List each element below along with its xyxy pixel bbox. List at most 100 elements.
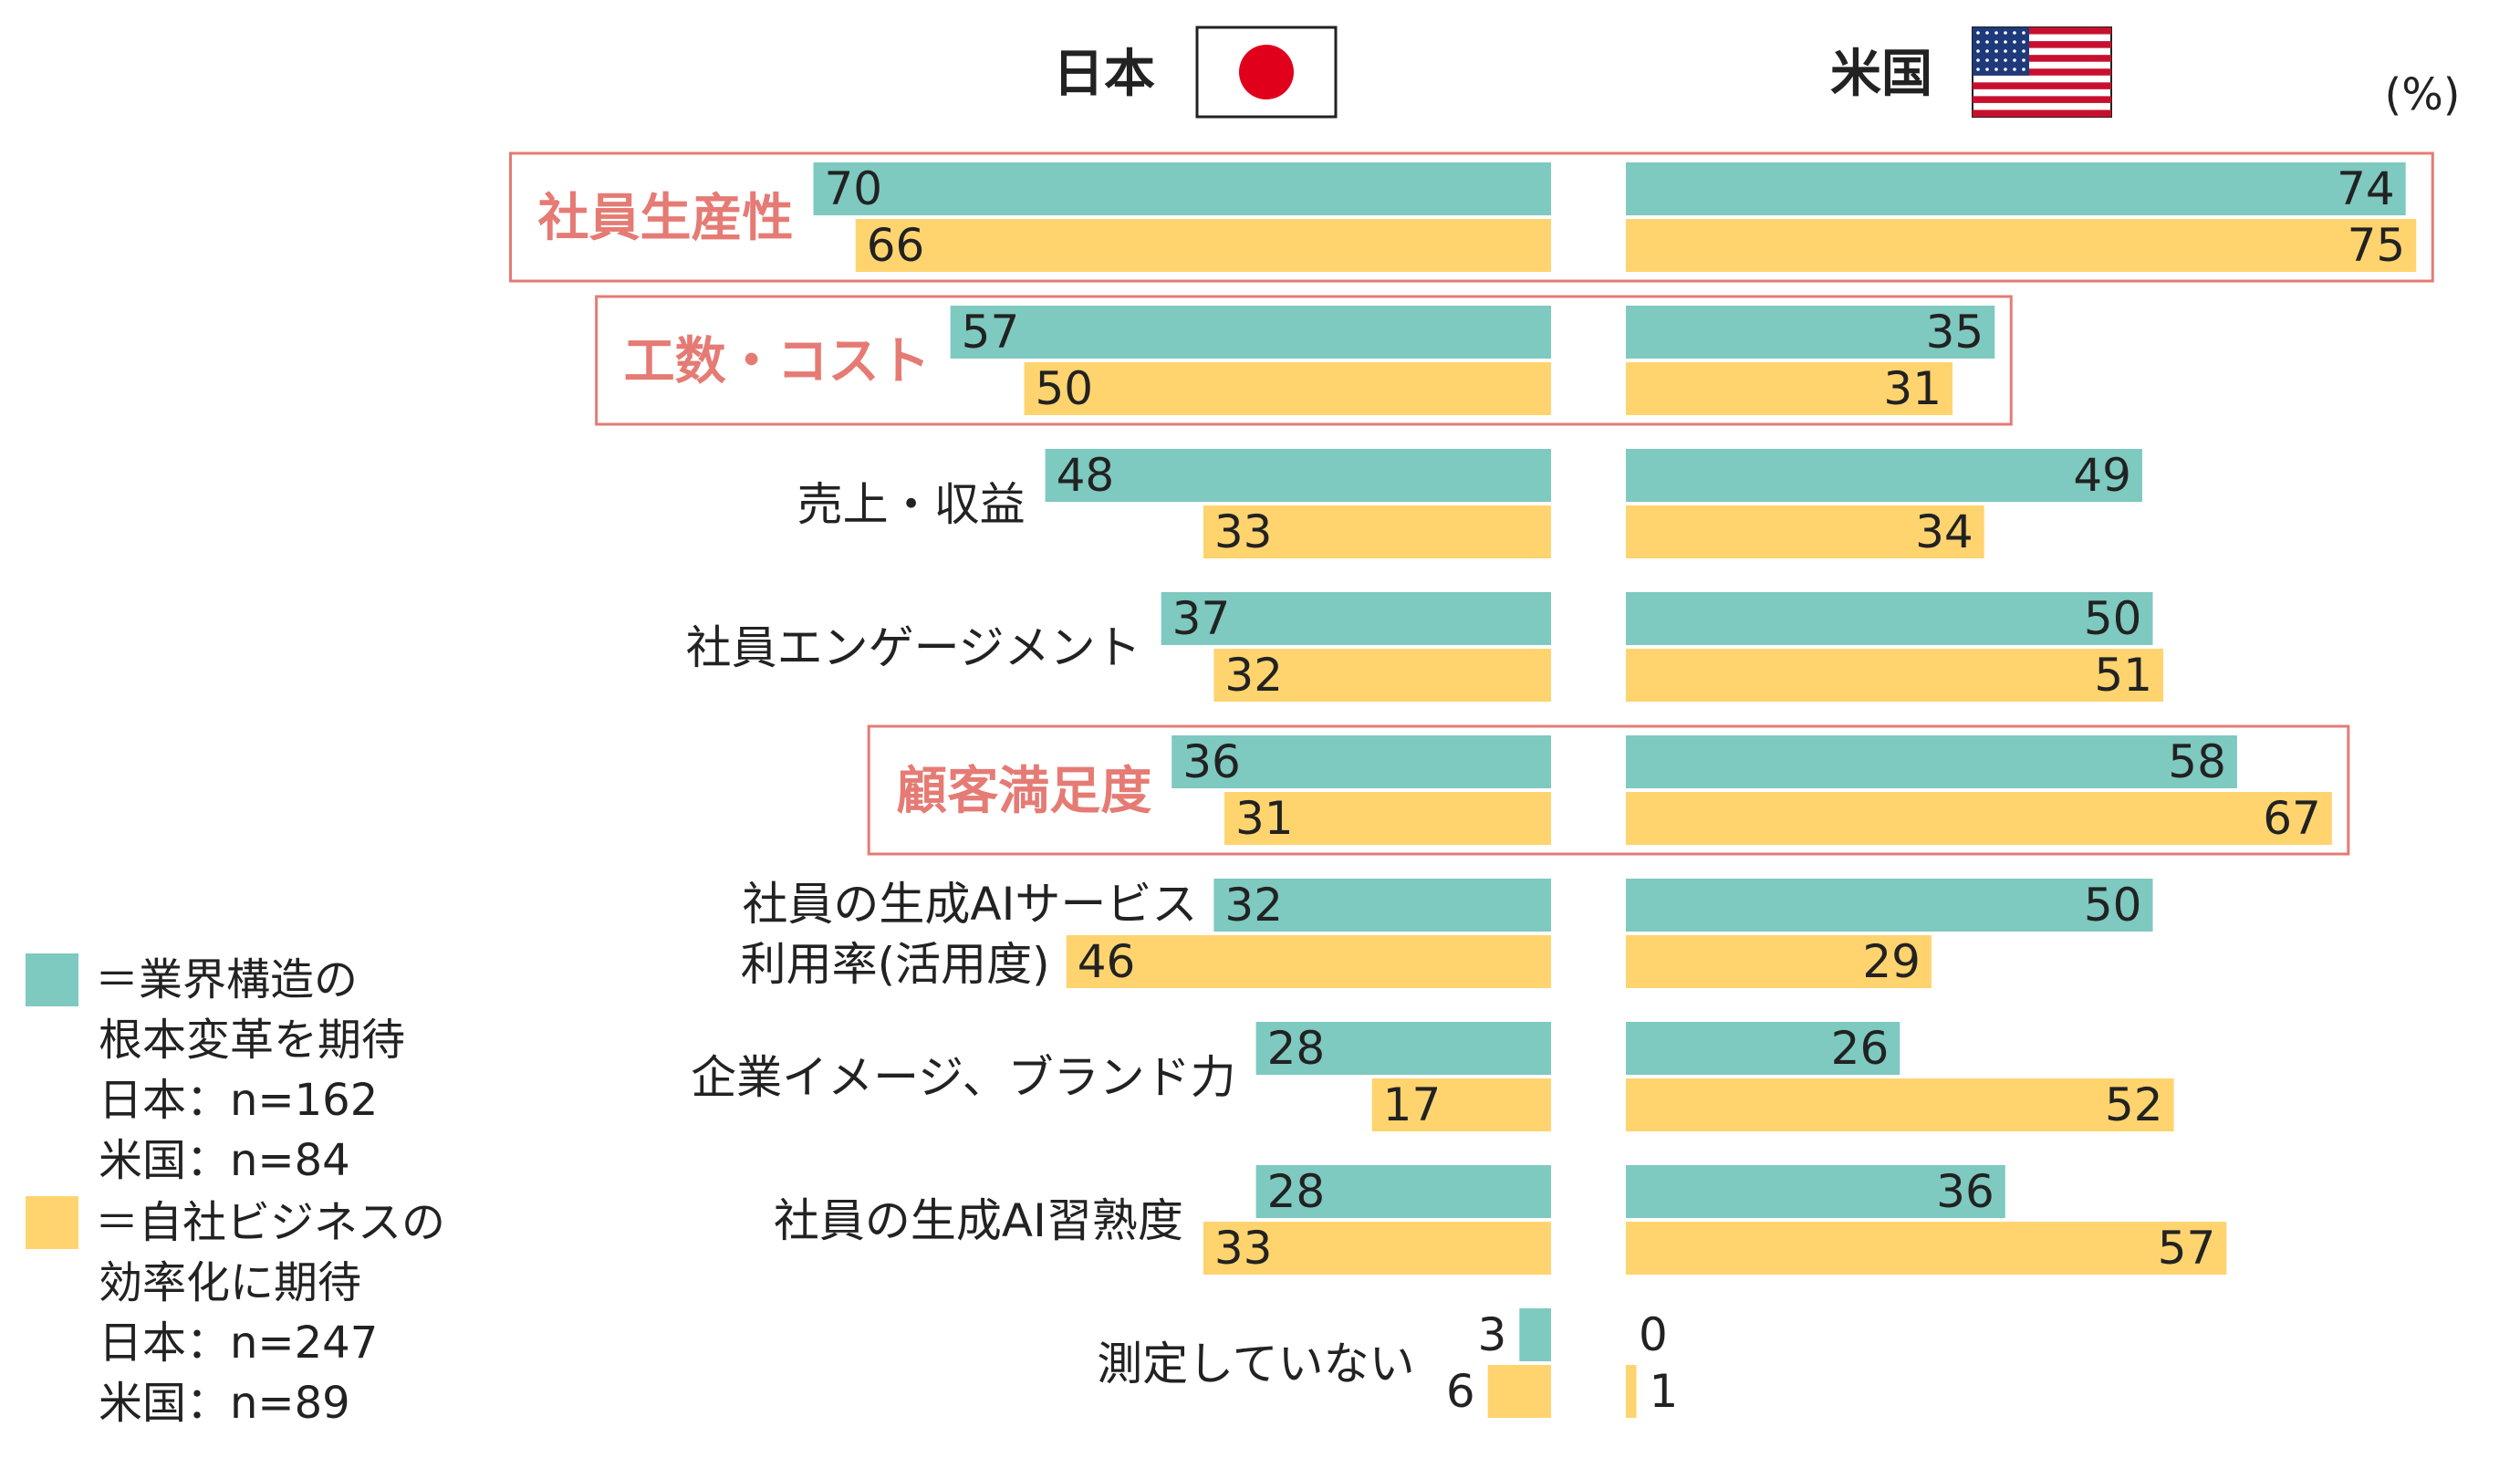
legend-text-line: ＝自社ビジネスの	[95, 1197, 445, 1248]
category-label-line: 工数・コスト	[624, 332, 931, 391]
japan-yellow-value-label: 32	[1224, 649, 1283, 702]
us-yellow-bar	[1626, 1222, 2227, 1275]
category-label-line: 社員の生成AIサービス	[742, 878, 1197, 931]
us-teal-bar	[1626, 1165, 2005, 1218]
japan-teal-bar	[1171, 735, 1551, 788]
japan-yellow-value-label: 33	[1214, 505, 1273, 558]
category-label-line: 顧客満足度	[896, 762, 1151, 821]
us-teal-bar	[1626, 592, 2153, 645]
us-teal-value-label: 49	[2073, 449, 2131, 502]
us-yellow-value-label: 52	[2105, 1078, 2163, 1131]
japan-yellow-bar	[1066, 935, 1551, 988]
category-label-line: 売上・収益	[797, 478, 1026, 531]
japan-yellow-bar	[1371, 1078, 1551, 1131]
us-teal-bar	[1626, 879, 2153, 932]
us-yellow-value-label: 29	[1862, 935, 1921, 988]
category-label-line: 社員生産性	[538, 189, 794, 248]
legend-text-line: 効率化に期待	[99, 1257, 361, 1308]
japan-yellow-value-label: 66	[867, 219, 925, 272]
legend-text-line: 米国：n=84	[99, 1135, 350, 1186]
legend-text-line: ＝業界構造の	[95, 954, 358, 1005]
japan-yellow-bar	[1224, 792, 1551, 845]
highlight-box	[595, 295, 2013, 426]
japan-yellow-bar	[855, 219, 1551, 272]
category-label-line: 社員エンゲージメント	[686, 621, 1141, 674]
category-label-line: 社員の生成AI習熟度	[774, 1194, 1183, 1247]
japan-teal-bar	[1161, 592, 1551, 645]
us-teal-value-label: 58	[2168, 735, 2226, 788]
japan-teal-value-label: 36	[1182, 735, 1241, 788]
legend-text-line: 日本：n=162	[99, 1075, 378, 1126]
japan-teal-value-label: 28	[1267, 1165, 1326, 1218]
category-label: 顧客満足度	[896, 762, 1151, 821]
us-yellow-bar	[1626, 219, 2417, 272]
us-yellow-value-label: 31	[1883, 362, 1942, 415]
category-label: 工数・コスト	[624, 332, 931, 391]
category-row: 36 01 測定していない	[1097, 1308, 1678, 1418]
highlight-box	[509, 151, 2434, 283]
us-teal-value-label: 0	[1639, 1308, 1668, 1361]
japan-teal-value-label: 28	[1267, 1022, 1326, 1075]
japan-teal-bar	[1255, 1165, 1551, 1218]
us-yellow-bar	[1626, 792, 2332, 845]
us-yellow-value-label: 51	[2094, 649, 2152, 702]
category-label: 企業イメージ、ブランド力	[691, 1051, 1236, 1104]
category-label-line: 利用率(活用度)	[741, 938, 1050, 991]
us-yellow-bar	[1626, 1365, 1637, 1418]
category-label: 測定していない	[1097, 1338, 1415, 1390]
legend-text-line: 日本：n=247	[99, 1317, 378, 1369]
japan-yellow-bar	[1487, 1365, 1551, 1418]
category-label-line: 企業イメージ、ブランド力	[691, 1051, 1236, 1104]
us-yellow-value-label: 34	[1915, 505, 1973, 558]
us-yellow-bar	[1626, 362, 1953, 415]
us-teal-value-label: 50	[2084, 879, 2142, 932]
us-header-label: 米国	[1830, 45, 1932, 104]
japan-yellow-value-label: 46	[1078, 935, 1136, 988]
us-yellow-bar	[1626, 935, 1932, 988]
japan-yellow-bar	[1203, 505, 1551, 558]
japan-yellow-bar	[1024, 362, 1551, 415]
legend-swatch	[26, 1196, 78, 1249]
us-teal-value-label: 35	[1926, 306, 1984, 359]
japan-teal-bar	[813, 162, 1551, 215]
japan-header-label: 日本	[1053, 45, 1155, 104]
us-yellow-value-label: 67	[2263, 792, 2321, 845]
highlight-box	[867, 724, 2350, 856]
japan-teal-value-label: 57	[962, 306, 1020, 359]
unit-label: (%)	[2384, 69, 2460, 120]
japan-yellow-value-label: 17	[1383, 1078, 1442, 1131]
japan-teal-bar	[1045, 449, 1551, 502]
japan-yellow-value-label: 31	[1235, 792, 1294, 845]
japan-teal-value-label: 48	[1057, 449, 1115, 502]
us-teal-bar	[1626, 1022, 1900, 1075]
japan-teal-value-label: 37	[1172, 592, 1231, 645]
us-teal-value-label: 74	[2337, 162, 2395, 215]
category-label: 社員の生成AI習熟度	[774, 1194, 1183, 1247]
category-label: 社員エンゲージメント	[686, 621, 1141, 674]
japan-teal-bar	[1255, 1022, 1551, 1075]
japan-yellow-bar	[1213, 649, 1551, 702]
us-yellow-value-label: 57	[2158, 1222, 2216, 1275]
japan-teal-bar	[1519, 1308, 1551, 1361]
legend-text-line: 根本変革を期待	[99, 1015, 405, 1066]
japan-teal-bar	[950, 306, 1551, 359]
us-yellow-bar	[1626, 505, 1984, 558]
category-label-line: 測定していない	[1097, 1338, 1415, 1390]
japan-yellow-value-label: 33	[1214, 1222, 1273, 1275]
category-label: 社員生産性	[538, 189, 794, 248]
japan-yellow-value-label: 50	[1036, 362, 1094, 415]
japan-yellow-value-label: 6	[1446, 1365, 1475, 1418]
us-teal-bar	[1626, 306, 1995, 359]
us-yellow-bar	[1626, 649, 2164, 702]
category-row: 48 33 49 34 売上・収益	[797, 449, 2142, 558]
us-teal-value-label: 36	[1936, 1165, 1994, 1218]
legend-swatch	[26, 953, 78, 1006]
japan-yellow-bar	[1203, 1222, 1551, 1275]
